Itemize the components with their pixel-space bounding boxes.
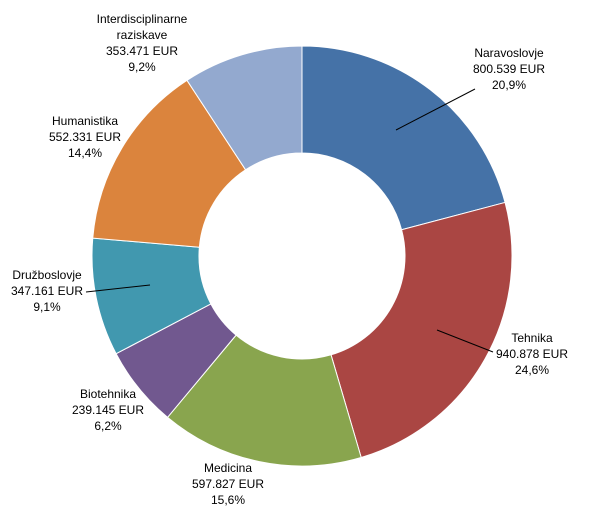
data-label-interdisciplinarne-raziskave: Interdisciplinarne raziskave 353.471 EUR 9,… <box>97 12 188 74</box>
data-label-percent: 15,6% <box>211 493 245 507</box>
data-label-percent: 9,2% <box>128 60 156 74</box>
data-label-percent: 6,2% <box>94 419 122 433</box>
data-label-tehnika: Tehnika 940.878 EUR 24,6% <box>496 331 568 377</box>
data-label-naravoslovje: Naravoslovje 800.539 EUR 20,9% <box>473 46 545 92</box>
data-label-name: Interdisciplinarne <box>97 12 188 26</box>
slice-interdisciplinarne-raziskave <box>186 45 303 171</box>
data-label-name: Naravoslovje <box>474 46 544 60</box>
data-label-percent: 20,9% <box>492 78 526 92</box>
data-label-amount: 347.161 EUR <box>11 284 83 298</box>
data-label-druzboslovje: Družboslovje 347.161 EUR 9,1% <box>11 268 83 314</box>
data-label-humanistika: Humanistika 552.331 EUR 14,4% <box>49 114 121 160</box>
data-label-amount: 552.331 EUR <box>49 130 121 144</box>
leader-line-druzboslovje <box>85 284 151 293</box>
leader-lines-group <box>85 88 494 353</box>
data-label-medicina: Medicina 597.827 EUR 15,6% <box>192 461 264 507</box>
data-label-percent: 9,1% <box>33 300 61 314</box>
data-label-name: Tehnika <box>511 331 553 345</box>
slice-tehnika <box>330 201 513 459</box>
labels-group: Naravoslovje 800.539 EUR 20,9% Tehnika 940.8… <box>11 12 568 507</box>
data-label-amount: 940.878 EUR <box>496 347 568 361</box>
data-label-percent: 24,6% <box>515 363 549 377</box>
leader-line-naravoslovje <box>395 88 476 131</box>
data-label-amount: 353.471 EUR <box>106 44 178 58</box>
slice-medicina <box>166 334 362 467</box>
data-label-amount: 800.539 EUR <box>473 62 545 76</box>
data-label-biotehnika: Biotehnika 239.145 EUR 6,2% <box>72 387 144 433</box>
data-label-name: Družboslovje <box>12 268 82 282</box>
data-label-percent: 14,4% <box>68 146 102 160</box>
data-label-amount: 239.145 EUR <box>72 403 144 417</box>
data-label-amount: 597.827 EUR <box>192 477 264 491</box>
data-label-name: raziskave <box>117 28 168 42</box>
leader-line-tehnika <box>436 329 494 353</box>
data-label-name: Medicina <box>204 461 252 475</box>
data-label-name: Biotehnika <box>80 387 136 401</box>
data-label-name: Humanistika <box>52 114 118 128</box>
slices-group <box>91 45 513 467</box>
slice-naravoslovje <box>301 45 506 231</box>
